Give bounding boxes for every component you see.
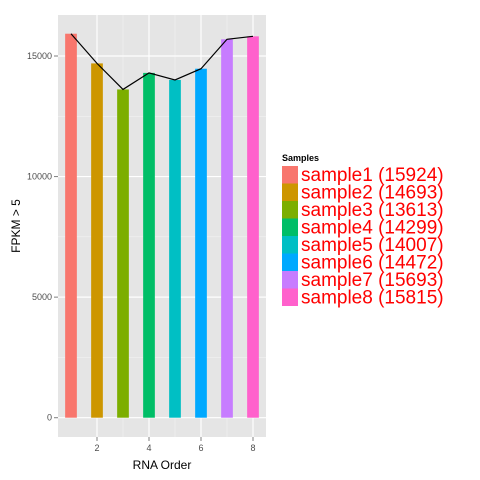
legend-label: sample8 (15815)	[301, 288, 444, 309]
legend-label: sample4 (14299)	[301, 218, 444, 239]
bar	[247, 36, 259, 418]
legend-title: Samples	[282, 153, 319, 163]
legend-label: sample1 (15924)	[301, 165, 444, 186]
y-axis-title: FPKM > 5	[9, 199, 23, 253]
x-axis-title: RNA Order	[133, 458, 192, 472]
bar	[91, 63, 103, 418]
legend-label: sample2 (14693)	[301, 183, 444, 204]
y-tick-label: 5000	[32, 292, 52, 302]
legend-label: sample7 (15693)	[301, 270, 444, 291]
bar	[169, 79, 181, 418]
legend-key	[282, 183, 298, 201]
bar	[117, 89, 129, 418]
axes: 0 5000 10000 15000 2 4 6 8	[27, 51, 256, 453]
y-tick-label: 10000	[27, 172, 52, 182]
x-tick-label: 4	[146, 443, 151, 453]
legend-key	[282, 271, 298, 289]
legend-label: sample6 (14472)	[301, 253, 444, 274]
bar	[143, 72, 155, 418]
x-tick-label: 2	[94, 443, 99, 453]
y-tick-label: 0	[47, 413, 52, 423]
legend-label: sample5 (14007)	[301, 235, 444, 256]
bar	[221, 39, 233, 418]
bars	[65, 33, 259, 418]
trend-line	[70, 33, 254, 91]
x-tick-label: 6	[198, 443, 203, 453]
legend-key	[282, 253, 298, 271]
legend-key	[282, 218, 298, 236]
plot-panel	[58, 15, 266, 437]
legend: Samples sample1 (15924)sample2 (14693)sa…	[282, 153, 444, 309]
legend-key	[282, 236, 298, 254]
legend-key	[282, 288, 298, 306]
legend-key	[282, 201, 298, 219]
series-line	[70, 33, 254, 91]
bar	[65, 33, 77, 418]
legend-key	[282, 166, 298, 184]
bar	[195, 68, 207, 418]
legend-label: sample3 (13613)	[301, 200, 444, 221]
x-tick-label: 8	[250, 443, 255, 453]
y-tick-label: 15000	[27, 51, 52, 61]
